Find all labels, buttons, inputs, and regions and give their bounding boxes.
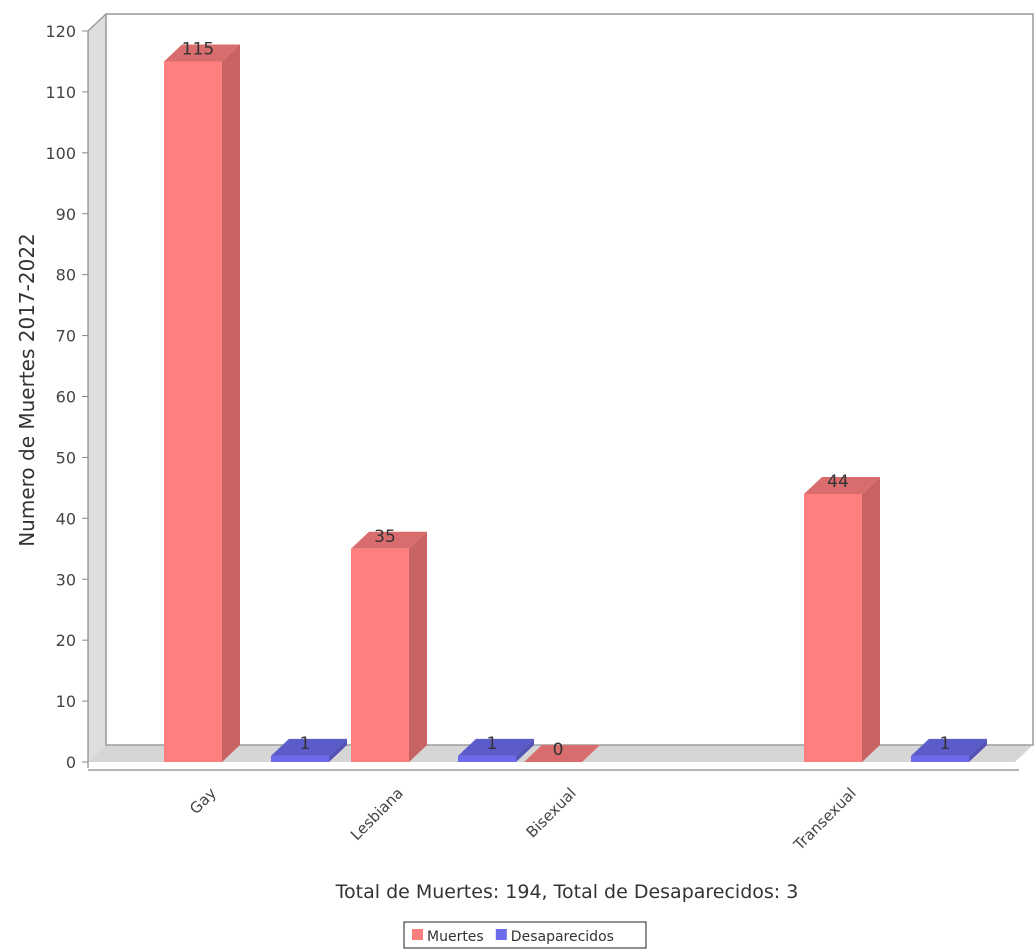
legend: Muertes Desaparecidos: [403, 921, 647, 949]
bar: [351, 548, 409, 762]
y-axis-title: Numero de Muertes 2017-2022: [15, 233, 39, 547]
plot-background: [105, 13, 1034, 746]
value-label: 0: [553, 740, 564, 760]
bar-top: [524, 745, 600, 762]
category-label: Bisexual: [523, 784, 580, 841]
x-axis-title: Total de Muertes: 194, Total de Desapare…: [335, 881, 799, 903]
y-tick-label: 30: [56, 570, 76, 589]
y-tick-label: 50: [56, 448, 76, 467]
value-label: 35: [374, 527, 396, 547]
bar-side: [862, 476, 880, 762]
bar: [804, 493, 862, 762]
y-tick-label: 0: [66, 753, 76, 772]
y-tick-label: 60: [56, 388, 76, 407]
y-tick-label: 100: [45, 144, 76, 163]
value-label: 1: [487, 734, 498, 754]
legend-swatch: [495, 929, 507, 940]
value-label: 1: [300, 734, 311, 754]
bar-side: [329, 738, 347, 762]
category-label: Transexual: [790, 784, 860, 854]
value-label: 1: [940, 734, 951, 754]
category-label: Lesbiana: [347, 784, 407, 844]
bar-side: [969, 738, 987, 762]
value-label: 115: [182, 39, 214, 59]
category-label: Gay: [186, 784, 220, 818]
bar-top: [164, 44, 240, 62]
bar-side: [516, 738, 534, 762]
bar: [458, 755, 516, 762]
value-label: 44: [827, 472, 849, 492]
y-tick-label: 20: [56, 631, 76, 650]
bar: [911, 755, 969, 762]
legend-label: Muertes: [427, 929, 484, 945]
y-tick-label: 10: [56, 692, 76, 711]
legend-box: [403, 921, 647, 949]
bar-side: [222, 44, 240, 763]
y-tick-label: 40: [56, 509, 76, 528]
legend-label: Desaparecidos: [511, 929, 614, 945]
y-tick-label: 80: [56, 266, 76, 285]
y-tick-label: 110: [45, 83, 76, 102]
bar-top: [351, 531, 427, 549]
bar-top: [271, 738, 347, 756]
bar: [164, 61, 222, 763]
bar-top: [458, 738, 534, 756]
y-tick-label: 120: [45, 22, 76, 41]
plot-edge: [87, 13, 107, 32]
bar: [271, 755, 329, 762]
bar-top: [911, 738, 987, 756]
y-tick-label: 70: [56, 327, 76, 346]
plot-left-wall: [88, 14, 106, 762]
bar-side: [409, 531, 427, 762]
bar-top: [804, 476, 880, 494]
legend-swatch: [412, 929, 423, 940]
y-tick-label: 90: [56, 205, 76, 224]
